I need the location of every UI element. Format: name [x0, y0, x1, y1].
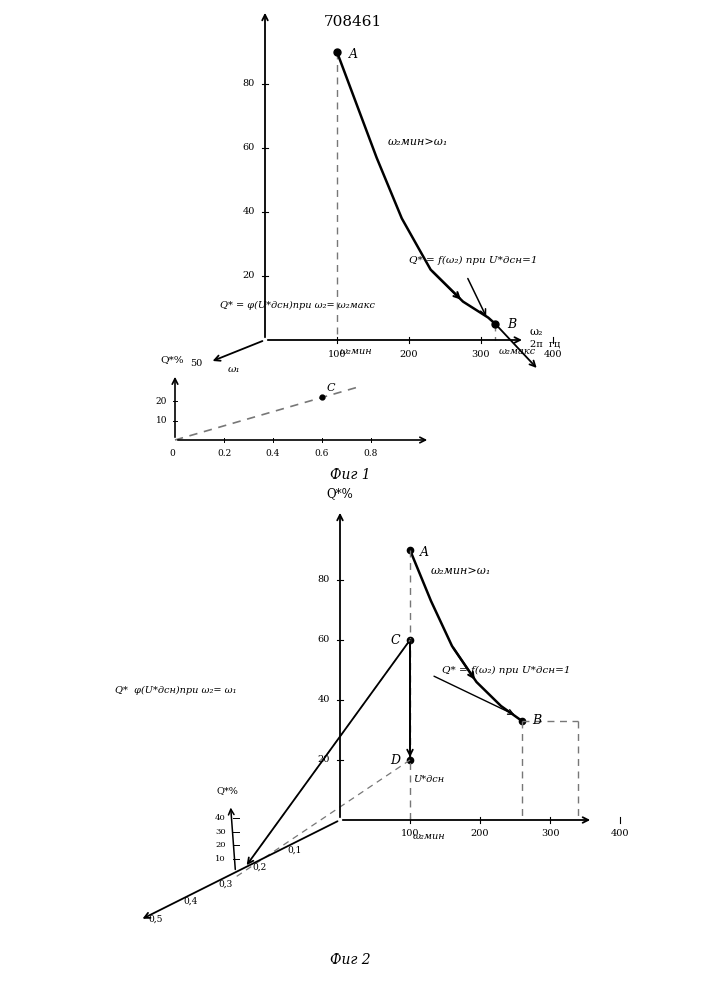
Text: Q* = f(ω₂) при U*дсн=1: Q* = f(ω₂) при U*дсн=1: [441, 665, 570, 675]
Text: U*дсн: U*дсн: [413, 776, 444, 784]
Text: 50: 50: [189, 360, 202, 368]
Text: 10: 10: [215, 855, 226, 863]
Text: 400: 400: [544, 350, 562, 359]
Text: 60: 60: [243, 143, 255, 152]
Text: Q* = φ(U*дсн)при ω₂= ω₂макс: Q* = φ(U*дсн)при ω₂= ω₂макс: [220, 300, 375, 310]
Text: 0,3: 0,3: [218, 880, 233, 889]
Text: A: A: [349, 47, 358, 60]
Text: 0.8: 0.8: [364, 449, 378, 458]
Text: B: B: [532, 714, 541, 728]
Text: Фиг 2: Фиг 2: [329, 953, 370, 967]
Text: 40: 40: [215, 814, 226, 822]
Text: 10: 10: [156, 416, 167, 425]
Text: Q*%: Q*%: [327, 487, 354, 500]
Text: A: A: [420, 546, 429, 558]
Text: Q* = f(ω₂) при U*дсн=1: Q* = f(ω₂) при U*дсн=1: [409, 255, 537, 265]
Text: 200: 200: [399, 350, 419, 359]
Text: 80: 80: [243, 80, 255, 89]
Text: Фиг 1: Фиг 1: [329, 468, 370, 482]
Text: 2π  гц: 2π гц: [530, 340, 560, 349]
Text: 0,5: 0,5: [148, 914, 163, 923]
Text: ω₂: ω₂: [530, 327, 543, 337]
Text: 80: 80: [317, 576, 330, 584]
Text: 40: 40: [243, 208, 255, 217]
Text: 0.4: 0.4: [266, 449, 280, 458]
Text: Q*  φ(U*дсн)при ω₂= ω₁: Q* φ(U*дсн)при ω₂= ω₁: [115, 685, 237, 695]
Text: 20: 20: [243, 271, 255, 280]
Text: 20: 20: [317, 756, 330, 764]
Text: B: B: [508, 318, 517, 330]
Text: 0.2: 0.2: [217, 449, 231, 458]
Text: 100: 100: [328, 350, 346, 359]
Text: ω₂мин: ω₂мин: [340, 348, 373, 357]
Text: 0,4: 0,4: [183, 897, 198, 906]
Text: 40: 40: [317, 696, 330, 704]
Text: D: D: [390, 754, 400, 766]
Text: 0,2: 0,2: [252, 863, 267, 872]
Text: С: С: [327, 383, 336, 393]
Text: 200: 200: [471, 829, 489, 838]
Text: 60: 60: [317, 636, 330, 645]
Text: 20: 20: [156, 397, 167, 406]
Text: ω₂макс: ω₂макс: [498, 348, 536, 357]
Text: 30: 30: [215, 828, 226, 836]
Text: 100: 100: [401, 829, 419, 838]
Text: 708461: 708461: [324, 15, 382, 29]
Text: Q*%: Q*%: [216, 786, 238, 795]
Text: 20: 20: [215, 841, 226, 849]
Text: Q*%: Q*%: [160, 355, 184, 364]
Text: ω₂мин>ω₁: ω₂мин>ω₁: [431, 566, 491, 576]
Text: 0: 0: [169, 449, 175, 458]
Text: 0,1: 0,1: [287, 845, 301, 854]
Text: C: C: [390, 634, 400, 647]
Text: 0.6: 0.6: [315, 449, 329, 458]
Text: ω₁: ω₁: [228, 365, 240, 374]
Text: ω₂мин>ω₁: ω₂мин>ω₁: [387, 137, 448, 147]
Text: ω₂мин: ω₂мин: [413, 832, 445, 841]
Text: 300: 300: [541, 829, 559, 838]
Text: 300: 300: [472, 350, 490, 359]
Text: 400: 400: [611, 829, 629, 838]
